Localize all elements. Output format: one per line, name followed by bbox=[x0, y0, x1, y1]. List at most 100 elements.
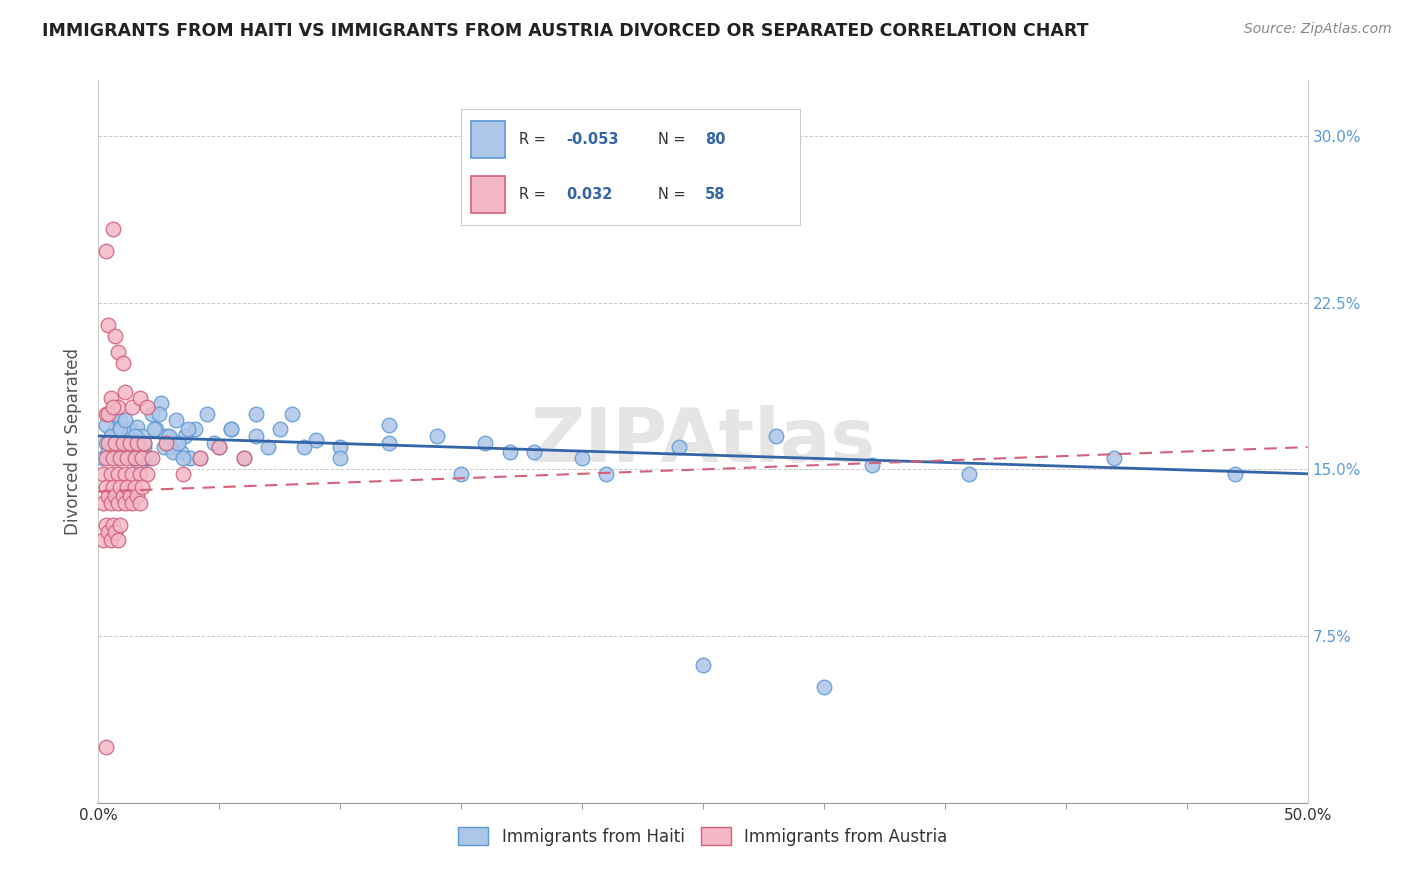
Point bbox=[94, 480, 117, 494]
Point bbox=[128, 391, 150, 405]
Point bbox=[97, 444, 120, 458]
Point bbox=[155, 429, 177, 443]
Point bbox=[269, 422, 291, 436]
Point bbox=[152, 440, 174, 454]
Point bbox=[101, 451, 124, 466]
Point bbox=[138, 451, 160, 466]
Point bbox=[118, 435, 141, 450]
Point bbox=[157, 429, 180, 443]
Point bbox=[91, 467, 114, 481]
Point bbox=[108, 451, 131, 466]
Point bbox=[94, 451, 117, 466]
Point bbox=[134, 435, 156, 450]
Point bbox=[111, 356, 134, 370]
Point bbox=[97, 489, 120, 503]
Point bbox=[94, 740, 117, 755]
Point bbox=[523, 444, 546, 458]
Point bbox=[107, 400, 129, 414]
Point bbox=[100, 467, 122, 481]
Point bbox=[498, 444, 520, 458]
Point bbox=[128, 456, 150, 470]
Point bbox=[377, 417, 399, 432]
Point bbox=[128, 444, 150, 458]
Point bbox=[128, 496, 150, 510]
Point bbox=[101, 440, 124, 454]
Point bbox=[107, 533, 129, 548]
Point bbox=[208, 440, 231, 454]
Point bbox=[177, 422, 200, 436]
Point bbox=[94, 517, 117, 532]
Point bbox=[101, 400, 124, 414]
Point bbox=[595, 467, 617, 481]
Point bbox=[179, 451, 201, 466]
Point bbox=[377, 435, 399, 450]
Point bbox=[104, 422, 127, 436]
Point bbox=[127, 420, 149, 434]
Point bbox=[114, 384, 136, 399]
Point bbox=[104, 489, 127, 503]
Point bbox=[450, 467, 472, 481]
Point bbox=[94, 417, 117, 432]
Point bbox=[474, 435, 496, 450]
Point bbox=[145, 422, 167, 436]
Point bbox=[188, 451, 211, 466]
Point bbox=[97, 407, 120, 421]
Point bbox=[100, 533, 122, 548]
Point bbox=[167, 435, 190, 450]
Point bbox=[121, 467, 143, 481]
Legend: Immigrants from Haiti, Immigrants from Austria: Immigrants from Haiti, Immigrants from A… bbox=[451, 821, 955, 852]
Point bbox=[245, 429, 267, 443]
Point bbox=[121, 451, 143, 466]
Point bbox=[118, 422, 141, 436]
Point bbox=[117, 480, 139, 494]
Point bbox=[135, 451, 157, 466]
Point bbox=[91, 533, 114, 548]
Point bbox=[141, 451, 163, 466]
Point bbox=[104, 435, 127, 450]
Y-axis label: Divorced or Separated: Divorced or Separated bbox=[65, 348, 83, 535]
Text: ZIPAtlas: ZIPAtlas bbox=[530, 405, 876, 478]
Point bbox=[668, 440, 690, 454]
Point bbox=[245, 407, 267, 421]
Point bbox=[101, 480, 124, 494]
Point bbox=[172, 467, 194, 481]
Point bbox=[111, 489, 134, 503]
Point bbox=[124, 451, 146, 466]
Point bbox=[232, 451, 254, 466]
Point bbox=[111, 435, 134, 450]
Point bbox=[100, 391, 122, 405]
Point bbox=[765, 429, 787, 443]
Point bbox=[108, 517, 131, 532]
Point bbox=[94, 244, 117, 259]
Point bbox=[101, 222, 124, 236]
Point bbox=[107, 467, 129, 481]
Point bbox=[97, 318, 120, 332]
Point bbox=[114, 434, 136, 448]
Point bbox=[94, 435, 117, 450]
Point bbox=[127, 435, 149, 450]
Point bbox=[114, 496, 136, 510]
Point bbox=[131, 480, 153, 494]
Point bbox=[124, 435, 146, 450]
Point bbox=[860, 458, 883, 472]
Point bbox=[135, 400, 157, 414]
Point bbox=[692, 657, 714, 672]
Point bbox=[107, 496, 129, 510]
Point bbox=[957, 467, 980, 481]
Point bbox=[100, 429, 122, 443]
Point bbox=[221, 422, 243, 436]
Point bbox=[184, 422, 207, 436]
Point bbox=[143, 422, 166, 436]
Point bbox=[91, 451, 114, 466]
Point bbox=[114, 413, 136, 427]
Point bbox=[174, 429, 197, 443]
Point bbox=[281, 407, 304, 421]
Point bbox=[131, 451, 153, 466]
Point bbox=[94, 407, 117, 421]
Point bbox=[104, 524, 127, 539]
Point bbox=[107, 344, 129, 359]
Point bbox=[108, 413, 131, 427]
Point bbox=[124, 429, 146, 443]
Point bbox=[221, 422, 243, 436]
Point bbox=[107, 451, 129, 466]
